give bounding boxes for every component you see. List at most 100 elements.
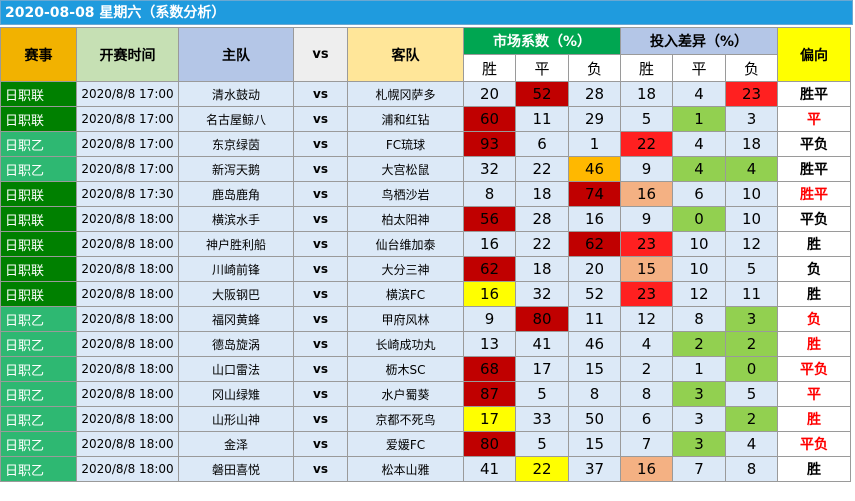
- home-team-cell: 川崎前锋: [178, 256, 294, 282]
- market-lose-cell: 46: [568, 331, 621, 357]
- diff-draw-cell: 1: [672, 356, 726, 382]
- diff-win-cell: 15: [620, 256, 673, 282]
- vs-cell: vs: [293, 256, 348, 282]
- market-draw-cell: 18: [515, 256, 569, 282]
- vs-cell: vs: [293, 231, 348, 257]
- vs-cell: vs: [293, 331, 348, 357]
- away-team-cell: 甲府风林: [347, 306, 464, 332]
- home-team-cell: 清水鼓动: [178, 81, 294, 107]
- away-team-cell: 枥木SC: [347, 356, 464, 382]
- direction-cell: 负: [777, 306, 851, 332]
- market-win-cell: 17: [463, 406, 516, 432]
- diff-draw-cell: 6: [672, 181, 726, 207]
- diff-draw-cell: 3: [672, 381, 726, 407]
- header-time: 开赛时间: [76, 27, 179, 82]
- market-draw-cell: 80: [515, 306, 569, 332]
- away-team-cell: 鸟栖沙岩: [347, 181, 464, 207]
- header-league: 赛事: [0, 27, 77, 82]
- vs-cell: vs: [293, 306, 348, 332]
- diff-lose-cell: 2: [725, 331, 778, 357]
- direction-cell: 胜平: [777, 81, 851, 107]
- kickoff-time-cell: 2020/8/8 17:00: [76, 131, 179, 157]
- league-cell: 日职乙: [0, 356, 77, 382]
- header-market-lose: 负: [568, 54, 621, 82]
- market-draw-cell: 41: [515, 331, 569, 357]
- league-cell: 日职联: [0, 256, 77, 282]
- diff-draw-cell: 4: [672, 81, 726, 107]
- table-row: 日职乙 2020/8/8 17:00 新泻天鹅 vs 大宫松鼠 32 22 46 9 4 4 胜平: [0, 156, 851, 182]
- market-draw-cell: 33: [515, 406, 569, 432]
- home-team-cell: 新泻天鹅: [178, 156, 294, 182]
- league-cell: 日职乙: [0, 156, 77, 182]
- away-team-cell: 横滨FC: [347, 281, 464, 307]
- table-row: 日职乙 2020/8/8 18:00 福冈黄蜂 vs 甲府风林 9 80 11 12 8 3 负: [0, 306, 851, 332]
- market-win-cell: 80: [463, 431, 516, 457]
- home-team-cell: 东京绿茵: [178, 131, 294, 157]
- market-draw-cell: 17: [515, 356, 569, 382]
- direction-cell: 平负: [777, 131, 851, 157]
- market-lose-cell: 50: [568, 406, 621, 432]
- market-win-cell: 16: [463, 231, 516, 257]
- diff-lose-cell: 12: [725, 231, 778, 257]
- league-cell: 日职联: [0, 81, 77, 107]
- table-row: 日职联 2020/8/8 17:00 名古屋鲸八 vs 浦和红钻 60 11 29 5 1 3 平: [0, 106, 851, 132]
- diff-win-cell: 18: [620, 81, 673, 107]
- diff-lose-cell: 4: [725, 431, 778, 457]
- diff-draw-cell: 8: [672, 306, 726, 332]
- table-row: 日职乙 2020/8/8 17:00 东京绿茵 vs FC琉球 93 6 1 22 4 18 平负: [0, 131, 851, 157]
- away-team-cell: 京都不死鸟: [347, 406, 464, 432]
- away-team-cell: 长崎成功丸: [347, 331, 464, 357]
- table-row: 日职联 2020/8/8 18:00 横滨水手 vs 柏太阳神 56 28 16 9 0 10 平负: [0, 206, 851, 232]
- diff-win-cell: 5: [620, 106, 673, 132]
- kickoff-time-cell: 2020/8/8 17:30: [76, 181, 179, 207]
- diff-lose-cell: 3: [725, 306, 778, 332]
- table-row: 日职乙 2020/8/8 18:00 德岛旋涡 vs 长崎成功丸 13 41 46 4 2 2 胜: [0, 331, 851, 357]
- direction-cell: 平负: [777, 206, 851, 232]
- league-cell: 日职乙: [0, 306, 77, 332]
- table-row: 日职乙 2020/8/8 18:00 山形山神 vs 京都不死鸟 17 33 50 6 3 2 胜: [0, 406, 851, 432]
- league-cell: 日职乙: [0, 331, 77, 357]
- header-direction: 偏向: [777, 27, 851, 82]
- market-win-cell: 93: [463, 131, 516, 157]
- vs-cell: vs: [293, 156, 348, 182]
- market-lose-cell: 29: [568, 106, 621, 132]
- diff-lose-cell: 18: [725, 131, 778, 157]
- direction-cell: 平: [777, 106, 851, 132]
- vs-cell: vs: [293, 406, 348, 432]
- kickoff-time-cell: 2020/8/8 18:00: [76, 256, 179, 282]
- direction-cell: 平: [777, 381, 851, 407]
- market-draw-cell: 22: [515, 456, 569, 482]
- direction-cell: 平负: [777, 431, 851, 457]
- diff-win-cell: 4: [620, 331, 673, 357]
- home-team-cell: 鹿岛鹿角: [178, 181, 294, 207]
- diff-lose-cell: 23: [725, 81, 778, 107]
- direction-cell: 平负: [777, 356, 851, 382]
- market-lose-cell: 11: [568, 306, 621, 332]
- diff-draw-cell: 3: [672, 406, 726, 432]
- diff-win-cell: 6: [620, 406, 673, 432]
- market-win-cell: 9: [463, 306, 516, 332]
- kickoff-time-cell: 2020/8/8 18:00: [76, 406, 179, 432]
- away-team-cell: 浦和红钻: [347, 106, 464, 132]
- page-title: 2020-08-08 星期六（系数分析）: [0, 0, 853, 25]
- diff-win-cell: 9: [620, 156, 673, 182]
- diff-win-cell: 22: [620, 131, 673, 157]
- league-cell: 日职乙: [0, 456, 77, 482]
- diff-draw-cell: 4: [672, 131, 726, 157]
- diff-lose-cell: 11: [725, 281, 778, 307]
- market-draw-cell: 32: [515, 281, 569, 307]
- away-team-cell: 水户蜀葵: [347, 381, 464, 407]
- diff-win-cell: 2: [620, 356, 673, 382]
- table-row: 日职联 2020/8/8 18:00 大阪钢巴 vs 横滨FC 16 32 52 23 12 11 胜: [0, 281, 851, 307]
- away-team-cell: 爱媛FC: [347, 431, 464, 457]
- header-diff-win: 胜: [620, 54, 673, 82]
- vs-cell: vs: [293, 106, 348, 132]
- market-win-cell: 20: [463, 81, 516, 107]
- direction-cell: 胜: [777, 456, 851, 482]
- direction-cell: 胜: [777, 331, 851, 357]
- market-win-cell: 13: [463, 331, 516, 357]
- header-vs: vs: [293, 27, 348, 82]
- diff-lose-cell: 5: [725, 256, 778, 282]
- diff-win-cell: 8: [620, 381, 673, 407]
- market-win-cell: 8: [463, 181, 516, 207]
